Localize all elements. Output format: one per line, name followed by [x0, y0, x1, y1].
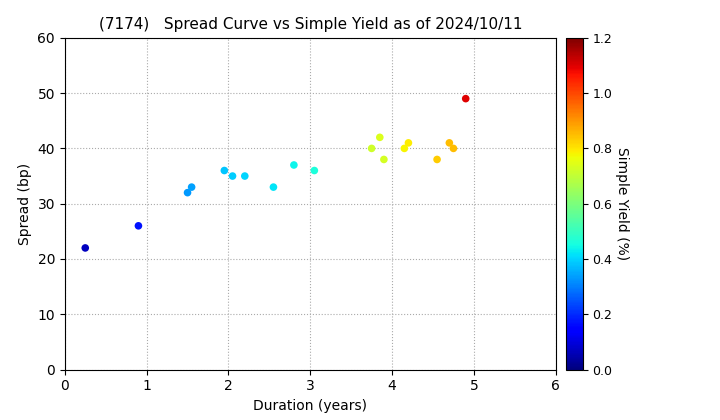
Point: [448, 145, 459, 152]
Point: [431, 156, 443, 163]
Point: [239, 173, 251, 179]
Point: [366, 145, 377, 152]
Point: [288, 162, 300, 168]
Y-axis label: Spread (bp): Spread (bp): [18, 163, 32, 245]
Point: [374, 134, 386, 141]
Point: [309, 167, 320, 174]
Title: (7174)   Spread Curve vs Simple Yield as of 2024/10/11: (7174) Spread Curve vs Simple Yield as o…: [99, 18, 522, 32]
Point: [227, 173, 238, 179]
X-axis label: Duration (years): Duration (years): [253, 399, 367, 413]
Point: [444, 139, 455, 146]
Point: [132, 223, 144, 229]
Point: [181, 189, 193, 196]
Point: [378, 156, 390, 163]
Y-axis label: Simple Yield (%): Simple Yield (%): [615, 147, 629, 260]
Point: [460, 95, 472, 102]
Point: [402, 139, 414, 146]
Point: [186, 184, 197, 190]
Point: [219, 167, 230, 174]
Point: [268, 184, 279, 190]
Point: [79, 244, 91, 251]
Point: [399, 145, 410, 152]
